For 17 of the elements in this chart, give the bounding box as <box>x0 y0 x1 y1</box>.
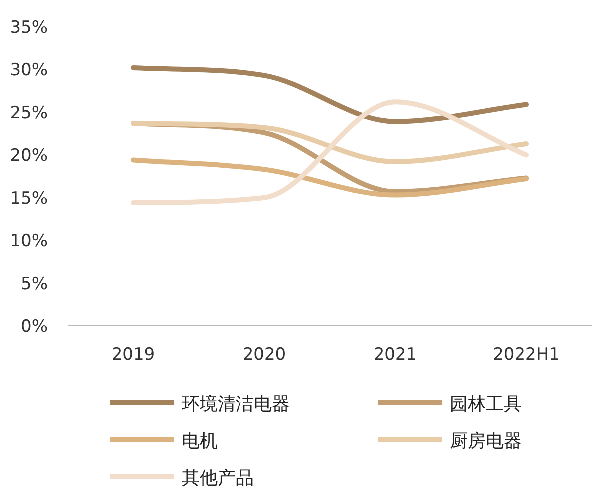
x-tick-label: 2022H1 <box>493 345 560 365</box>
y-tick-label: 25% <box>10 103 48 124</box>
y-tick-label: 30% <box>10 60 48 81</box>
legend-label: 环境清洁电器 <box>182 394 290 415</box>
legend-label: 其他产品 <box>182 468 254 489</box>
x-tick-label: 2020 <box>242 345 286 365</box>
y-tick-label: 10% <box>10 232 48 252</box>
y-tick-label: 15% <box>10 188 48 209</box>
x-tick-label: 2019 <box>112 345 156 365</box>
y-tick-label: 35% <box>10 18 48 38</box>
legend-label: 厨房电器 <box>450 431 522 452</box>
x-tick-label: 2021 <box>374 345 418 365</box>
legend-label: 电机 <box>182 431 218 452</box>
y-tick-label: 20% <box>10 146 48 166</box>
y-tick-label: 5% <box>21 274 48 294</box>
legend-label: 园林工具 <box>450 394 522 415</box>
y-tick-label: 0% <box>21 317 48 337</box>
